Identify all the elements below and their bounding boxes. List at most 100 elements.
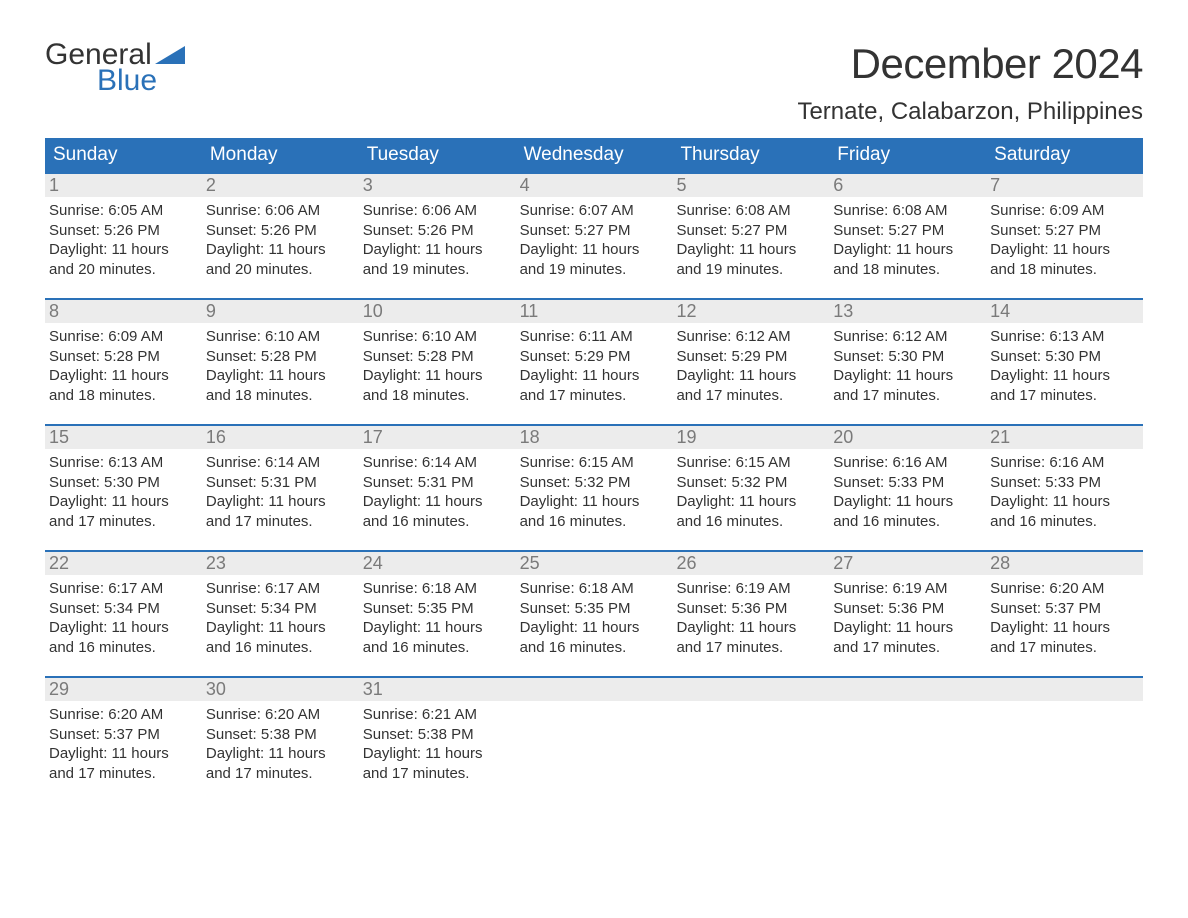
sunrise-line: Sunrise: 6:09 AM [990, 201, 1137, 221]
daylight-line-1: Daylight: 11 hours [206, 240, 353, 260]
daylight-line-2: and 16 minutes. [520, 638, 667, 658]
day-cell: 21Sunrise: 6:16 AMSunset: 5:33 PMDayligh… [986, 426, 1143, 542]
daylight-line-1: Daylight: 11 hours [833, 366, 980, 386]
sunrise-line: Sunrise: 6:11 AM [520, 327, 667, 347]
dow-friday: Friday [829, 138, 986, 172]
dow-monday: Monday [202, 138, 359, 172]
sunset-line: Sunset: 5:32 PM [676, 473, 823, 493]
sunrise-line: Sunrise: 6:10 AM [206, 327, 353, 347]
day-cell: 16Sunrise: 6:14 AMSunset: 5:31 PMDayligh… [202, 426, 359, 542]
daylight-line-2: and 19 minutes. [520, 260, 667, 280]
day-number: 24 [359, 552, 516, 575]
day-cell: 17Sunrise: 6:14 AMSunset: 5:31 PMDayligh… [359, 426, 516, 542]
sunrise-line: Sunrise: 6:18 AM [520, 579, 667, 599]
day-cell: 13Sunrise: 6:12 AMSunset: 5:30 PMDayligh… [829, 300, 986, 416]
day-number: 21 [986, 426, 1143, 449]
day-cell: 6Sunrise: 6:08 AMSunset: 5:27 PMDaylight… [829, 174, 986, 290]
sunrise-line: Sunrise: 6:06 AM [206, 201, 353, 221]
day-body: Sunrise: 6:13 AMSunset: 5:30 PMDaylight:… [45, 449, 202, 535]
day-body: Sunrise: 6:20 AMSunset: 5:37 PMDaylight:… [986, 575, 1143, 661]
title-block: December 2024 Ternate, Calabarzon, Phili… [797, 40, 1143, 126]
dow-sunday: Sunday [45, 138, 202, 172]
sunrise-line: Sunrise: 6:05 AM [49, 201, 196, 221]
daylight-line-1: Daylight: 11 hours [676, 240, 823, 260]
day-cell: 26Sunrise: 6:19 AMSunset: 5:36 PMDayligh… [672, 552, 829, 668]
sunset-line: Sunset: 5:37 PM [49, 725, 196, 745]
day-body: Sunrise: 6:12 AMSunset: 5:30 PMDaylight:… [829, 323, 986, 409]
day-number: 7 [986, 174, 1143, 197]
location-subtitle: Ternate, Calabarzon, Philippines [797, 98, 1143, 126]
day-number: 6 [829, 174, 986, 197]
day-body: Sunrise: 6:16 AMSunset: 5:33 PMDaylight:… [829, 449, 986, 535]
day-number: 30 [202, 678, 359, 701]
daylight-line-1: Daylight: 11 hours [520, 618, 667, 638]
daylight-line-1: Daylight: 11 hours [363, 240, 510, 260]
sunset-line: Sunset: 5:26 PM [49, 221, 196, 241]
daylight-line-1: Daylight: 11 hours [363, 366, 510, 386]
day-body: Sunrise: 6:06 AMSunset: 5:26 PMDaylight:… [359, 197, 516, 283]
day-cell: 25Sunrise: 6:18 AMSunset: 5:35 PMDayligh… [516, 552, 673, 668]
sunset-line: Sunset: 5:30 PM [990, 347, 1137, 367]
day-body: Sunrise: 6:06 AMSunset: 5:26 PMDaylight:… [202, 197, 359, 283]
sunset-line: Sunset: 5:29 PM [520, 347, 667, 367]
daylight-line-2: and 19 minutes. [676, 260, 823, 280]
dow-saturday: Saturday [986, 138, 1143, 172]
sunrise-line: Sunrise: 6:06 AM [363, 201, 510, 221]
daylight-line-2: and 16 minutes. [990, 512, 1137, 532]
sunrise-line: Sunrise: 6:20 AM [990, 579, 1137, 599]
day-cell [516, 678, 673, 794]
sunrise-line: Sunrise: 6:13 AM [49, 453, 196, 473]
day-cell: 8Sunrise: 6:09 AMSunset: 5:28 PMDaylight… [45, 300, 202, 416]
day-number: 17 [359, 426, 516, 449]
sunset-line: Sunset: 5:34 PM [49, 599, 196, 619]
page-header: General Blue December 2024 Ternate, Cala… [45, 40, 1143, 126]
daylight-line-1: Daylight: 11 hours [676, 366, 823, 386]
day-number: 26 [672, 552, 829, 575]
day-cell: 14Sunrise: 6:13 AMSunset: 5:30 PMDayligh… [986, 300, 1143, 416]
daylight-line-2: and 19 minutes. [363, 260, 510, 280]
day-number: 2 [202, 174, 359, 197]
day-body: Sunrise: 6:19 AMSunset: 5:36 PMDaylight:… [829, 575, 986, 661]
day-number: 28 [986, 552, 1143, 575]
day-cell: 22Sunrise: 6:17 AMSunset: 5:34 PMDayligh… [45, 552, 202, 668]
daylight-line-2: and 17 minutes. [363, 764, 510, 784]
day-body: Sunrise: 6:20 AMSunset: 5:38 PMDaylight:… [202, 701, 359, 787]
day-body: Sunrise: 6:09 AMSunset: 5:27 PMDaylight:… [986, 197, 1143, 283]
sunrise-line: Sunrise: 6:14 AM [363, 453, 510, 473]
sunset-line: Sunset: 5:27 PM [833, 221, 980, 241]
day-number [829, 678, 986, 701]
sunset-line: Sunset: 5:38 PM [363, 725, 510, 745]
day-number: 16 [202, 426, 359, 449]
sunrise-line: Sunrise: 6:19 AM [676, 579, 823, 599]
sunset-line: Sunset: 5:27 PM [676, 221, 823, 241]
day-cell: 3Sunrise: 6:06 AMSunset: 5:26 PMDaylight… [359, 174, 516, 290]
sunset-line: Sunset: 5:26 PM [206, 221, 353, 241]
sunrise-line: Sunrise: 6:14 AM [206, 453, 353, 473]
day-cell: 18Sunrise: 6:15 AMSunset: 5:32 PMDayligh… [516, 426, 673, 542]
daylight-line-2: and 20 minutes. [49, 260, 196, 280]
day-body: Sunrise: 6:14 AMSunset: 5:31 PMDaylight:… [202, 449, 359, 535]
sunrise-line: Sunrise: 6:08 AM [676, 201, 823, 221]
sunset-line: Sunset: 5:30 PM [833, 347, 980, 367]
daylight-line-2: and 17 minutes. [833, 638, 980, 658]
sunrise-line: Sunrise: 6:19 AM [833, 579, 980, 599]
sunrise-line: Sunrise: 6:15 AM [520, 453, 667, 473]
sunset-line: Sunset: 5:36 PM [676, 599, 823, 619]
week-row: 15Sunrise: 6:13 AMSunset: 5:30 PMDayligh… [45, 424, 1143, 542]
daylight-line-2: and 20 minutes. [206, 260, 353, 280]
day-body: Sunrise: 6:17 AMSunset: 5:34 PMDaylight:… [202, 575, 359, 661]
day-number: 11 [516, 300, 673, 323]
sunset-line: Sunset: 5:27 PM [990, 221, 1137, 241]
day-number: 22 [45, 552, 202, 575]
daylight-line-1: Daylight: 11 hours [833, 492, 980, 512]
sunrise-line: Sunrise: 6:17 AM [206, 579, 353, 599]
daylight-line-1: Daylight: 11 hours [520, 492, 667, 512]
daylight-line-1: Daylight: 11 hours [676, 492, 823, 512]
sunrise-line: Sunrise: 6:17 AM [49, 579, 196, 599]
day-number: 8 [45, 300, 202, 323]
sunset-line: Sunset: 5:32 PM [520, 473, 667, 493]
dow-thursday: Thursday [672, 138, 829, 172]
day-cell: 9Sunrise: 6:10 AMSunset: 5:28 PMDaylight… [202, 300, 359, 416]
daylight-line-2: and 17 minutes. [206, 512, 353, 532]
day-number: 14 [986, 300, 1143, 323]
